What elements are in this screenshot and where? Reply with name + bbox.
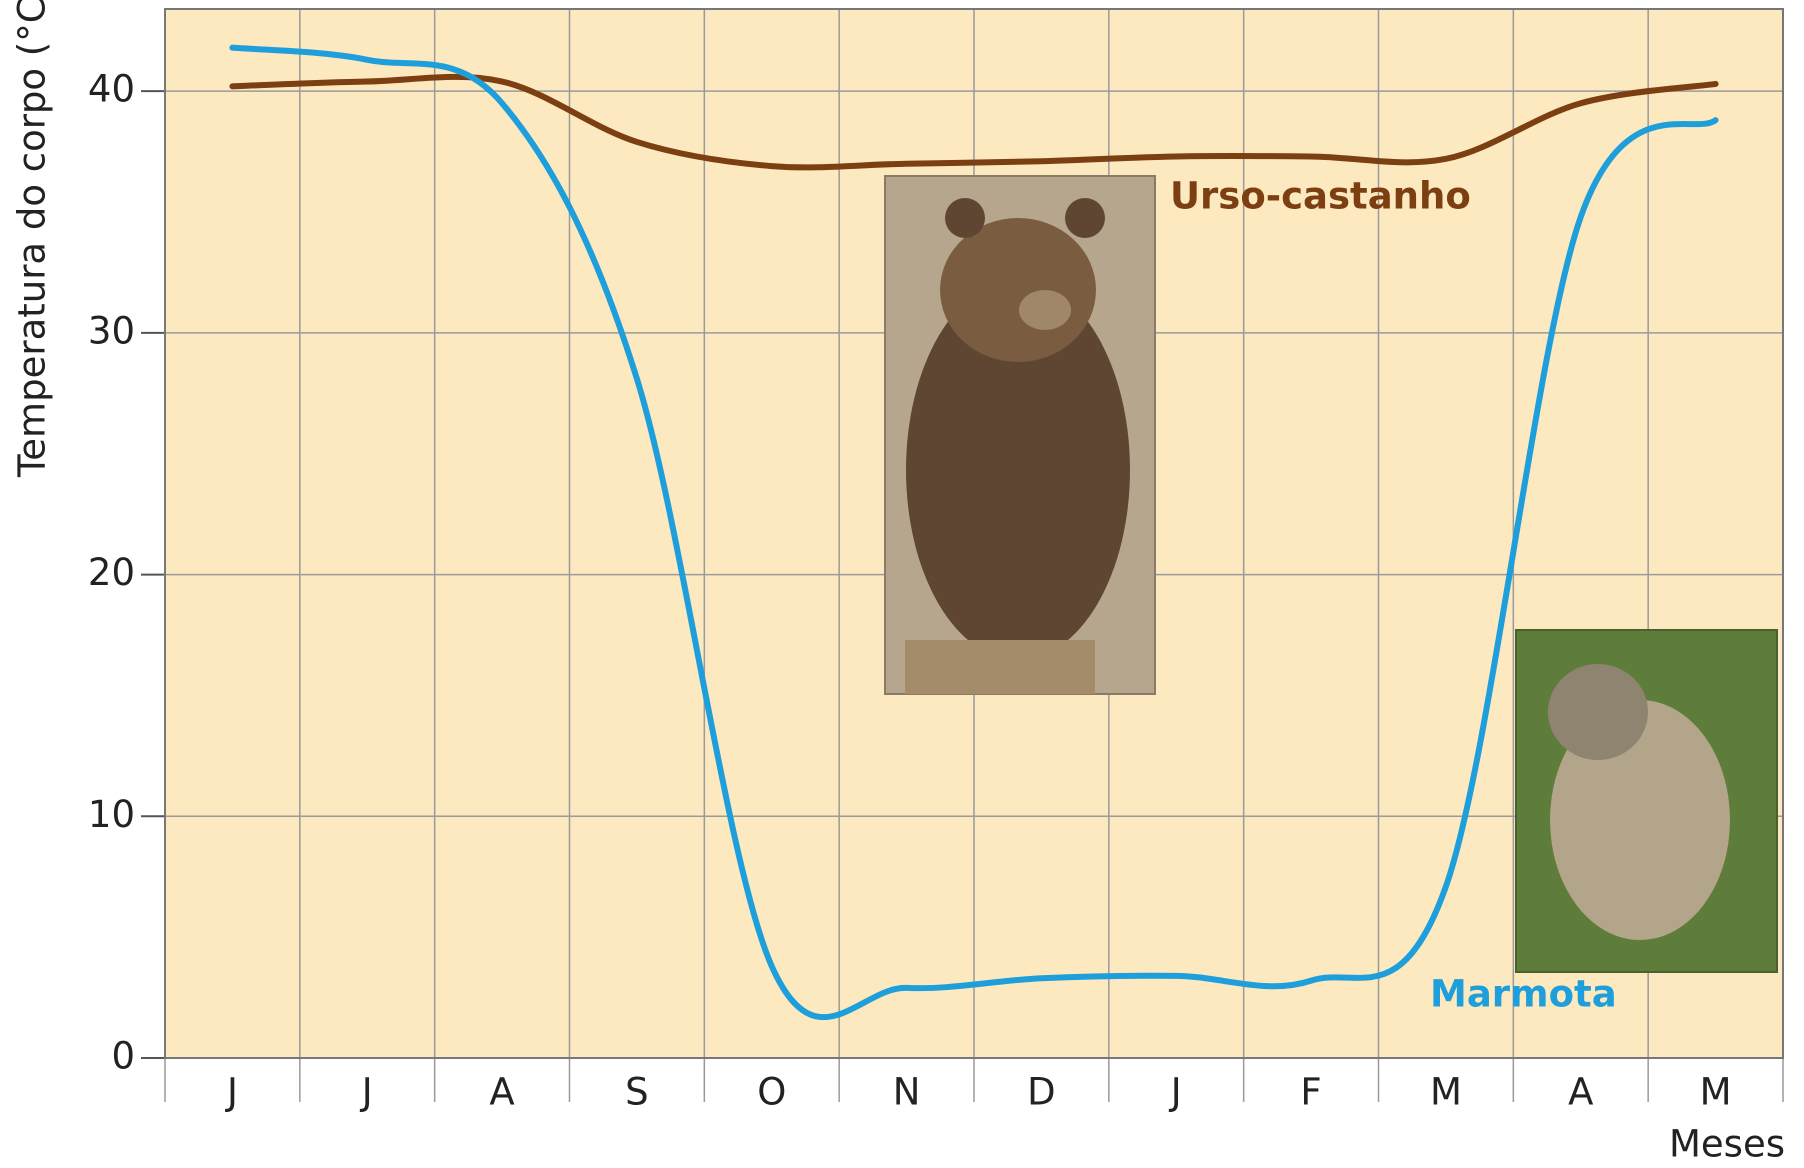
x-tick-label: M bbox=[1430, 1071, 1462, 1114]
x-tick-label: M bbox=[1700, 1071, 1732, 1114]
x-tick-label: F bbox=[1300, 1071, 1321, 1114]
y-tick-label: 30 bbox=[88, 309, 135, 352]
x-axis-title: Meses bbox=[1669, 1123, 1785, 1166]
x-tick-label: A bbox=[1568, 1071, 1593, 1114]
chart: Temperatura do corpo (°C) Meses 0 10 20 30 4… bbox=[0, 0, 1804, 1168]
y-axis-title: Temperatura do corpo (°C) bbox=[11, 0, 54, 478]
marmot-photo bbox=[1516, 630, 1777, 972]
bear-photo bbox=[885, 176, 1155, 694]
x-tick-label: S bbox=[625, 1071, 649, 1114]
x-tick-label: N bbox=[893, 1071, 921, 1114]
x-tick-label: J bbox=[360, 1071, 373, 1114]
x-tick-label: O bbox=[757, 1071, 786, 1114]
y-tick-label: 10 bbox=[88, 793, 135, 836]
series-label: Marmota bbox=[1430, 973, 1617, 1016]
x-tick-label: A bbox=[489, 1071, 514, 1114]
y-tick-label: 20 bbox=[88, 551, 135, 594]
y-tick-label: 0 bbox=[111, 1035, 135, 1078]
x-tick-label: J bbox=[225, 1071, 238, 1114]
x-tick-label: J bbox=[1169, 1071, 1182, 1114]
series-label: Urso-castanho bbox=[1170, 175, 1471, 218]
x-tick-label: D bbox=[1027, 1071, 1056, 1114]
y-tick-label: 40 bbox=[88, 68, 135, 111]
